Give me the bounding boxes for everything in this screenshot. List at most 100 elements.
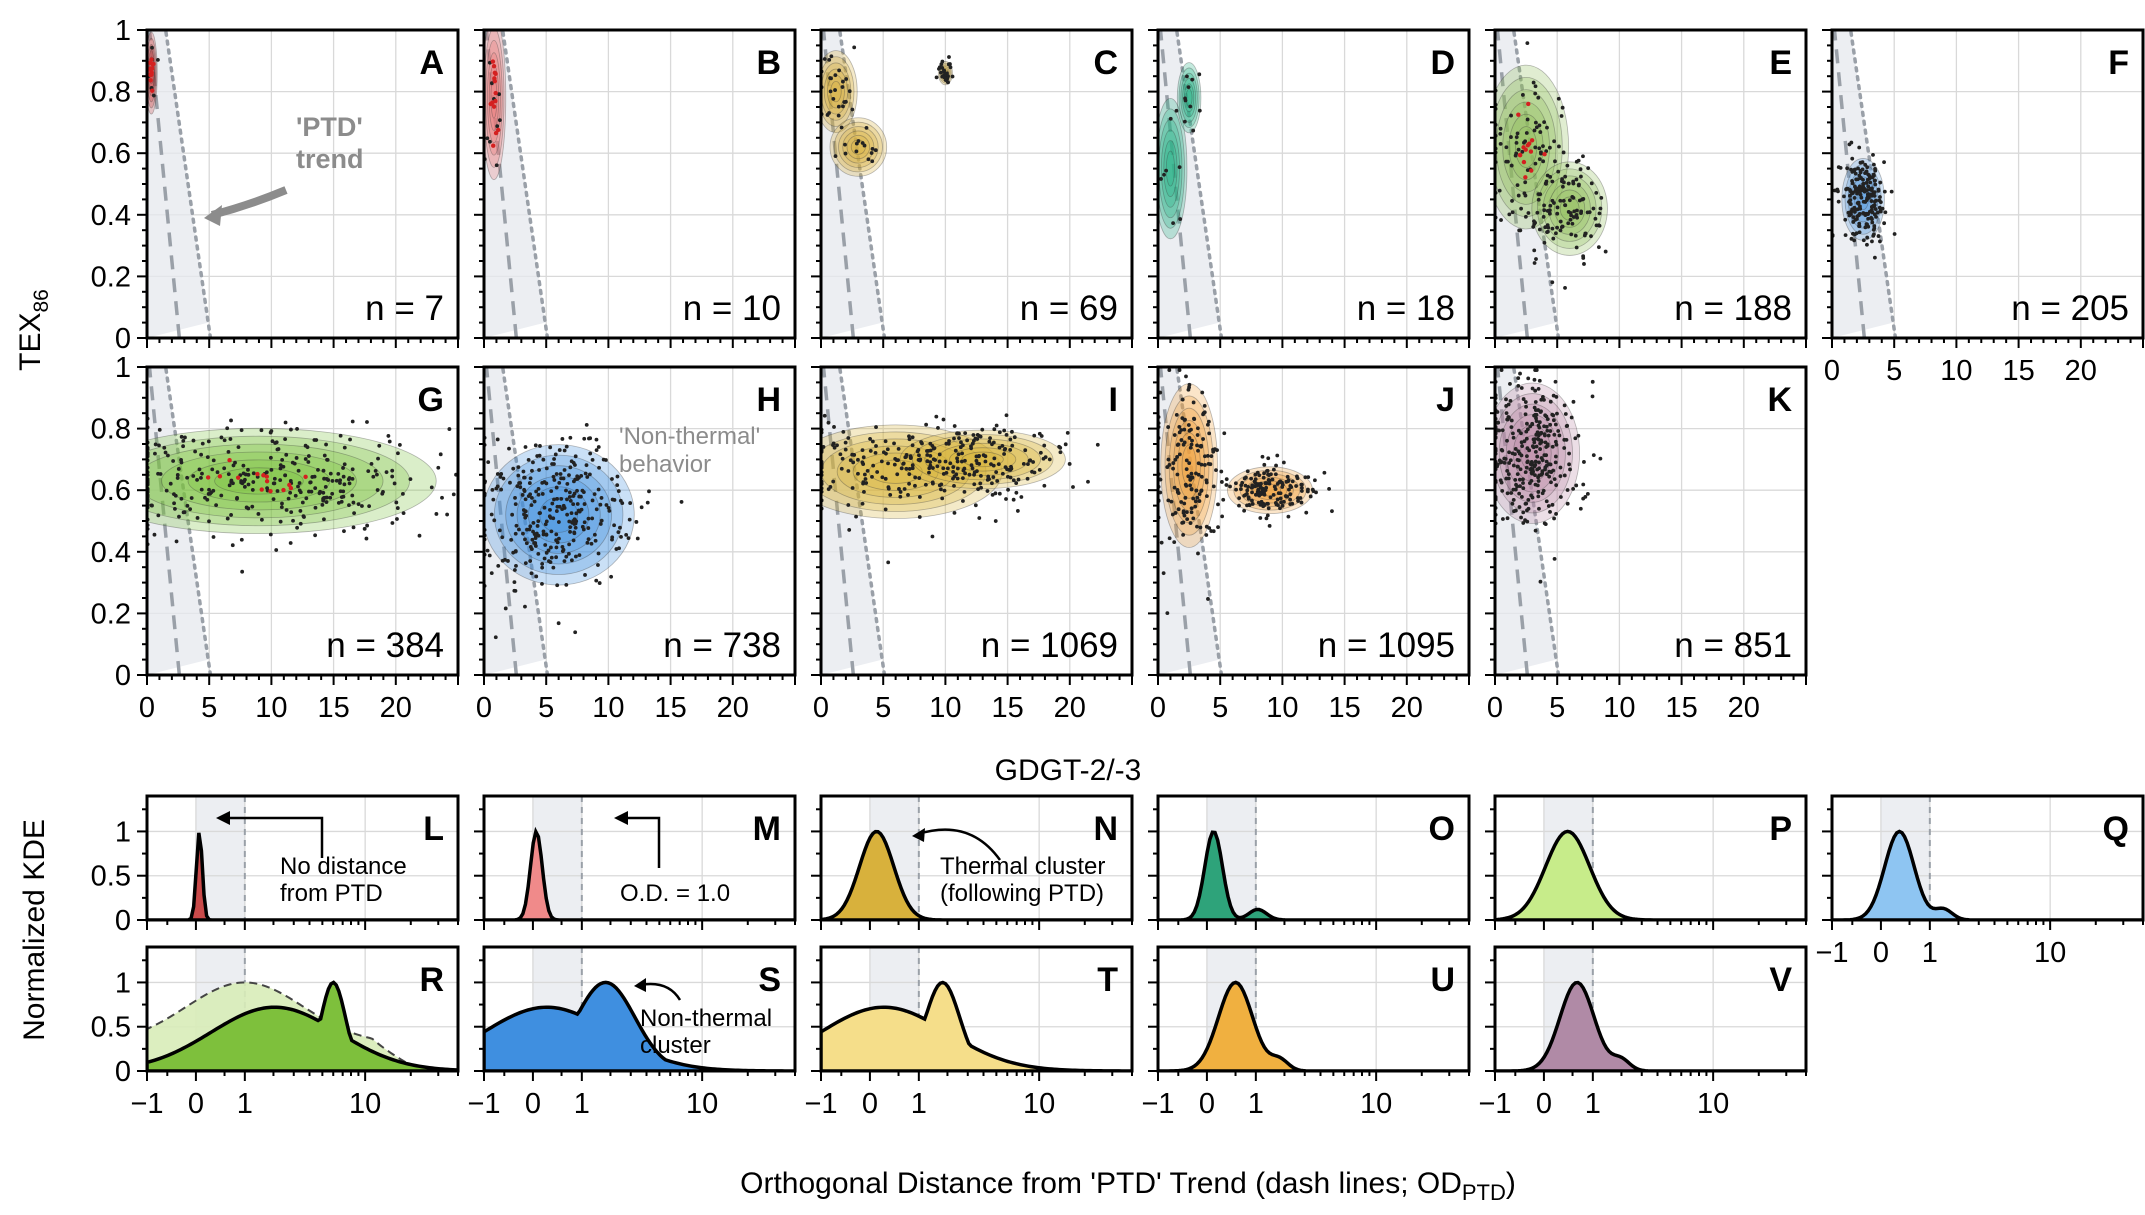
scatter-point (1167, 463, 1172, 467)
scatter-point (1275, 481, 1280, 486)
no-distance-annotation: No distance from PTD (216, 811, 407, 907)
scatter-point (1570, 221, 1575, 226)
scatter-point (950, 74, 955, 79)
ptd-trend-line (147, 30, 182, 338)
scatter-point (536, 486, 541, 491)
scatter-point (902, 487, 907, 491)
scatter-point (1877, 205, 1882, 210)
x-axis-label-gdgt: GDGT-2/-3 (995, 754, 1142, 787)
scatter-point (302, 515, 306, 519)
scatter-point (575, 502, 580, 506)
scatter-point (943, 76, 948, 81)
highlight-point (491, 104, 497, 109)
x-tick-label: 10 (1023, 1088, 1055, 1120)
scatter-point (1176, 507, 1181, 512)
scatter-point (521, 469, 526, 474)
scatter-point (856, 139, 861, 143)
scatter-point (296, 484, 300, 489)
highlight-point (1529, 138, 1535, 143)
panel-letter: I (1109, 381, 1118, 419)
scatter-point (948, 65, 953, 70)
scatter-point (868, 437, 872, 441)
scatter-point (564, 582, 569, 587)
scatter-point (554, 532, 559, 537)
scatter-point (1535, 454, 1540, 459)
scatter-point (1206, 422, 1210, 427)
highlight-point (227, 457, 232, 463)
scatter-point (1544, 499, 1549, 504)
scatter-point (829, 54, 834, 59)
scatter-point (1273, 500, 1278, 505)
scatter-point (1582, 460, 1586, 464)
scatter-point (1537, 157, 1542, 162)
scatter-point (571, 538, 576, 543)
scatter-point (1518, 228, 1523, 233)
scatter-point (347, 503, 351, 508)
scatter-point (907, 437, 912, 442)
scatter-point (1204, 494, 1209, 499)
scatter-point (527, 481, 532, 485)
scatter-point (1239, 487, 1243, 491)
scatter-point (983, 454, 988, 459)
scatter-point (1032, 433, 1037, 438)
scatter-point (1514, 135, 1519, 140)
scatter-point (1288, 492, 1293, 497)
scatter-point (573, 521, 578, 526)
scatter-point (515, 484, 520, 489)
scatter-point (947, 55, 951, 59)
scatter-point (1303, 475, 1308, 480)
density-contour (1178, 67, 1200, 129)
scatter-point (1038, 450, 1043, 455)
scatter-point (1505, 469, 1510, 473)
svg-text:behavior: behavior (619, 451, 711, 478)
scatter-point (1576, 183, 1581, 188)
scatter-point (297, 481, 302, 485)
scatter-point (1851, 220, 1856, 224)
scatter-point (150, 45, 154, 50)
scatter-point (1191, 128, 1196, 133)
scatter-point (1549, 480, 1553, 485)
scatter-point (1560, 105, 1565, 110)
panel-B: Bn = 10 (474, 28, 797, 348)
scatter-point (609, 574, 614, 579)
scatter-point (599, 518, 604, 523)
scatter-point (826, 420, 831, 425)
scatter-point (1548, 422, 1553, 427)
scatter-point (1525, 41, 1530, 46)
scatter-point (601, 457, 606, 462)
scatter-point (1516, 464, 1520, 469)
scatter-point (585, 540, 590, 545)
scatter-point (288, 478, 293, 483)
scatter-point (930, 534, 935, 539)
scatter-point (1861, 238, 1866, 243)
scatter-point (544, 532, 549, 537)
scatter-point (241, 471, 246, 476)
x-tick-label: 15 (1665, 692, 1697, 724)
scatter-point (289, 427, 293, 432)
panel-frame (482, 945, 797, 1073)
sample-count: n = 18 (1357, 289, 1455, 328)
scatter-point (1561, 150, 1566, 155)
scatter-point (1058, 450, 1063, 455)
scatter-point (904, 455, 908, 459)
scatter-point (1864, 181, 1869, 185)
scatter-point (1504, 404, 1509, 408)
scatter-point (269, 468, 274, 472)
scatter-point (222, 466, 227, 471)
ptd-trend-line (1158, 367, 1193, 675)
scatter-point (873, 450, 878, 455)
scatter-point (1550, 412, 1555, 417)
scatter-point (1500, 489, 1505, 493)
scatter-point (323, 484, 328, 489)
scatter-point (1582, 262, 1586, 266)
scatter-point (1006, 487, 1010, 492)
highlight-point (264, 474, 269, 479)
scatter-point (970, 441, 975, 446)
scatter-point (836, 113, 841, 118)
ptd-trend-line (1832, 30, 1867, 338)
scatter-point (1183, 495, 1188, 500)
scatter-point (179, 496, 184, 501)
scatter-point (1537, 420, 1542, 425)
scatter-point (1021, 461, 1026, 466)
